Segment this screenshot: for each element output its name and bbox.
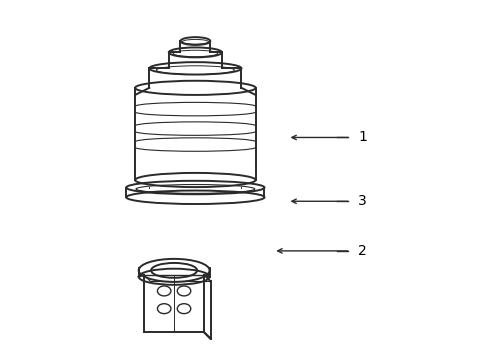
Text: 2: 2 xyxy=(358,244,367,258)
Text: 3: 3 xyxy=(358,194,367,208)
Text: 1: 1 xyxy=(358,130,368,144)
